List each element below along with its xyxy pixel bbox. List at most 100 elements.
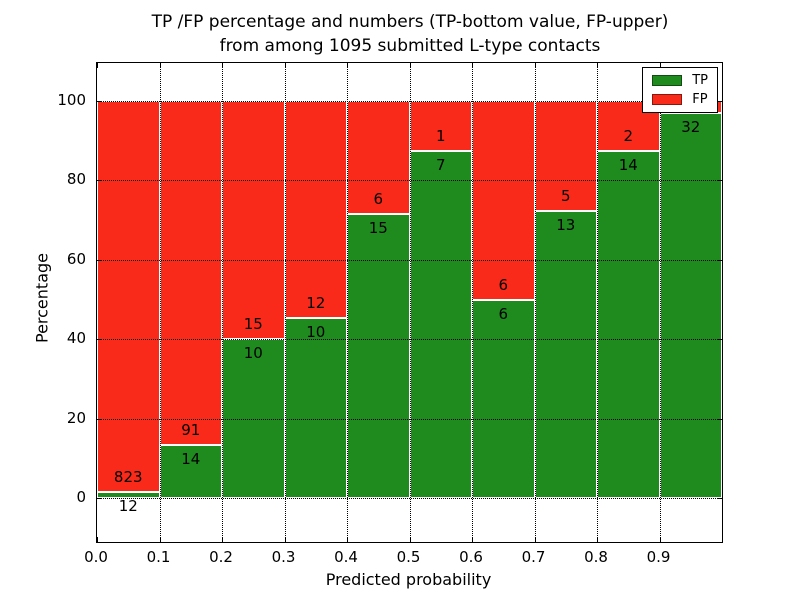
x-tick-mark: [222, 537, 223, 542]
y-tick-mark: [717, 101, 722, 102]
gridline-vertical: [284, 63, 286, 542]
chart-title-line1: TP /FP percentage and numbers (TP-bottom…: [151, 12, 669, 32]
x-tick-label: 0.5: [396, 548, 421, 566]
y-tick-mark: [97, 101, 102, 102]
tp-count-label: 10: [243, 344, 263, 363]
y-tick-mark: [97, 418, 102, 420]
chart-title: TP /FP percentage and numbers (TP-bottom…: [60, 10, 760, 58]
x-tick-label: 0.7: [521, 548, 546, 566]
bar-fp-segment: [97, 101, 160, 493]
tp-count-label: 7: [435, 155, 446, 174]
x-tick-mark: [409, 63, 411, 68]
bar-tp-segment: [97, 492, 160, 498]
tp-count-label: 14: [181, 450, 201, 469]
bar-tp-segment: [284, 317, 347, 498]
x-tick-mark: [97, 537, 98, 542]
x-tick-mark: [597, 537, 598, 542]
x-tick-label: 0.9: [646, 548, 671, 566]
fp-count-label: 12: [306, 293, 326, 312]
fp-count-label: 15: [243, 315, 263, 334]
chart-title-line2: from among 1095 submitted L-type contact…: [219, 36, 601, 56]
gridline-vertical: [597, 63, 598, 542]
bar-fp-segment: [284, 101, 347, 318]
tp-count-label: 15: [368, 219, 388, 238]
y-tick-mark: [97, 498, 102, 499]
x-tick-label: 0.6: [459, 548, 483, 566]
tp-count-label: 32: [681, 118, 701, 137]
x-tick-mark: [159, 63, 161, 68]
x-tick-mark: [659, 537, 661, 542]
y-tick-mark: [717, 180, 722, 182]
legend-item-fp: FP: [652, 93, 708, 106]
bar-fp-segment: [159, 101, 222, 446]
bar-fp-segment: [409, 101, 472, 151]
y-tick-label: 40: [66, 329, 86, 348]
y-tick-mark: [717, 498, 722, 499]
y-tick-mark: [717, 418, 722, 420]
y-tick-label: 60: [66, 249, 86, 268]
x-tick-mark: [284, 537, 286, 542]
x-tick-label: 0.0: [84, 548, 108, 566]
gridline-vertical: [222, 63, 223, 542]
gridline-vertical: [159, 63, 161, 542]
gridline-vertical: [534, 63, 536, 542]
bar-tp-segment: [659, 113, 722, 498]
x-tick-mark: [534, 63, 536, 68]
fp-count-label: 5: [560, 187, 571, 206]
gridline-vertical: [472, 63, 473, 542]
y-tick-label: 100: [57, 91, 86, 109]
tp-count-label: 13: [556, 216, 576, 235]
x-tick-label: 0.2: [209, 548, 233, 566]
x-tick-mark: [472, 63, 473, 68]
x-tick-label: 0.8: [584, 548, 608, 566]
y-tick-label: 80: [66, 170, 86, 189]
fp-swatch-icon: [652, 94, 683, 105]
tp-count-label: 14: [618, 155, 638, 174]
y-tick-mark: [717, 339, 722, 341]
fp-count-label: 6: [373, 190, 384, 209]
y-tick-label: 0: [76, 488, 86, 506]
y-tick-mark: [97, 339, 102, 341]
x-tick-mark: [347, 537, 348, 542]
legend-label-tp: TP: [692, 73, 708, 88]
fp-count-label: 91: [181, 421, 201, 440]
x-axis-label: Predicted probability: [325, 570, 492, 589]
x-tick-mark: [534, 537, 536, 542]
legend: TP FP: [642, 67, 718, 113]
bar-tp-segment: [159, 445, 222, 498]
tp-count-label: 6: [498, 304, 509, 323]
bar-fp-segment: [472, 101, 535, 300]
plot-area: TP FP 823129114151012106151766513214132: [96, 62, 723, 543]
tp-count-label: 12: [118, 497, 138, 516]
fp-count-label: 6: [498, 275, 509, 294]
x-tick-mark: [284, 63, 286, 68]
bar-tp-segment: [472, 299, 535, 498]
x-tick-label: 0.4: [334, 548, 358, 566]
x-tick-mark: [222, 63, 223, 68]
fp-count-label: 1: [435, 126, 446, 145]
x-tick-mark: [597, 63, 598, 68]
x-tick-label: 0.1: [146, 548, 171, 566]
bar-tp-segment: [597, 150, 660, 498]
fp-count-label: 823: [113, 468, 143, 487]
x-tick-label: 0.3: [271, 548, 296, 566]
x-tick-mark: [659, 63, 661, 68]
tp-count-label: 10: [306, 322, 326, 341]
x-tick-mark: [409, 537, 411, 542]
y-tick-mark: [97, 259, 102, 261]
y-tick-mark: [97, 180, 102, 182]
x-tick-mark: [159, 537, 161, 542]
legend-label-fp: FP: [692, 92, 708, 107]
gridline-vertical: [347, 63, 348, 542]
x-tick-mark: [97, 63, 98, 68]
y-tick-label: 20: [66, 408, 86, 427]
x-tick-mark: [347, 63, 348, 68]
bar-tp-segment: [347, 214, 410, 498]
gridline-vertical: [409, 63, 411, 542]
gridline-vertical: [659, 63, 661, 542]
fp-count-label: 2: [623, 126, 634, 145]
tp-swatch-icon: [652, 75, 683, 86]
bar-fp-segment: [222, 101, 285, 340]
bar-tp-segment: [534, 211, 597, 498]
